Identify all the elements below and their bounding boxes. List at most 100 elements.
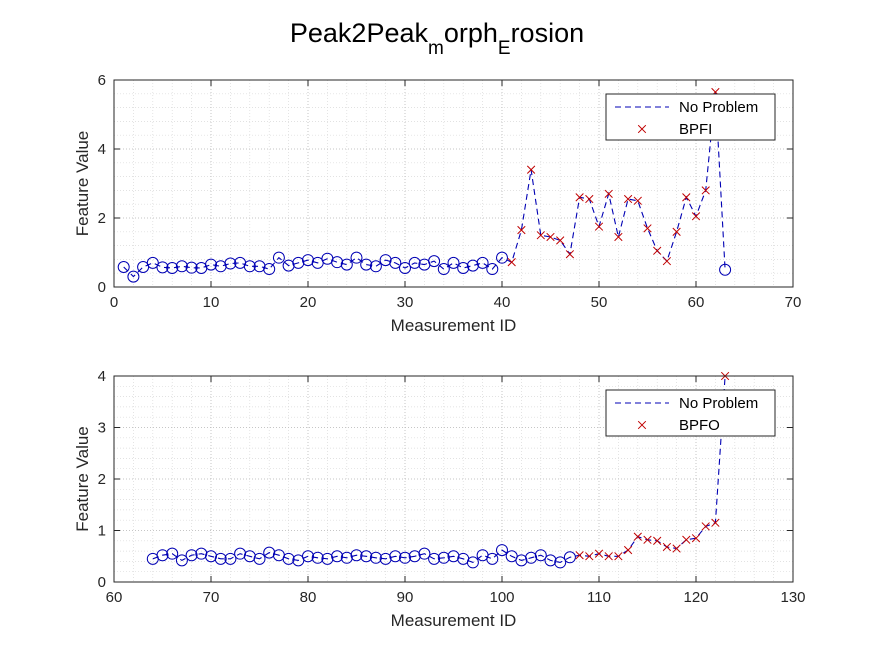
fault-point: [711, 518, 720, 527]
no-problem-point: [428, 255, 441, 268]
x-tick-label: 40: [494, 294, 511, 311]
x-tick-label: 0: [110, 294, 118, 311]
no-problem-point: [447, 550, 460, 563]
x-tick-label: 50: [591, 294, 608, 311]
x-axis-label: Measurement ID: [391, 316, 517, 335]
x-tick-label: 120: [683, 589, 708, 606]
no-problem-point: [195, 547, 208, 560]
no-problem-point: [534, 549, 547, 562]
chart-title: Peak2PeakmorphErosion: [290, 18, 584, 59]
no-problem-line: [123, 92, 726, 278]
no-problem-point: [185, 261, 198, 274]
no-problem-point: [719, 263, 732, 276]
y-tick-label: 0: [98, 279, 106, 296]
no-problem-point: [166, 262, 179, 275]
no-problem-point: [117, 260, 130, 273]
fault-point: [662, 256, 672, 266]
no-problem-point: [350, 251, 363, 264]
no-problem-point: [263, 546, 276, 559]
no-problem-point: [457, 262, 470, 275]
x-tick-label: 90: [397, 589, 414, 606]
title-part: rosion: [511, 18, 585, 48]
legend-x-sample: [637, 124, 647, 134]
no-problem-point: [496, 251, 508, 264]
fault-point: [575, 551, 584, 560]
x-tick-label: 70: [785, 294, 802, 311]
title-subscript: E: [498, 38, 511, 59]
no-problem-point: [224, 552, 237, 565]
fault-point: [604, 189, 613, 199]
fault-point: [623, 545, 633, 555]
fault-point: [614, 552, 623, 561]
no-problem-line: [152, 375, 726, 564]
y-tick-label: 4: [98, 368, 106, 385]
y-tick-label: 2: [98, 471, 106, 488]
no-problem-point: [369, 260, 382, 273]
fault-point: [672, 544, 681, 553]
x-tick-label: 20: [300, 294, 317, 311]
no-problem-point: [340, 551, 353, 564]
x-tick-label: 100: [489, 589, 514, 606]
fault-point: [614, 232, 623, 242]
no-problem-point: [253, 552, 266, 565]
no-problem-point: [466, 556, 479, 569]
x-tick-label: 80: [300, 589, 317, 606]
no-problem-point: [272, 251, 285, 264]
no-problem-point: [544, 554, 557, 567]
fault-point: [682, 193, 691, 202]
no-problem-point: [408, 550, 421, 563]
fault-point: [633, 196, 642, 205]
y-tick-label: 3: [98, 420, 106, 437]
no-problem-point: [311, 551, 324, 564]
no-problem-point: [185, 549, 198, 562]
fault-point: [594, 549, 604, 558]
no-problem-point: [515, 554, 528, 567]
x-tick-label: 10: [203, 294, 220, 311]
no-problem-point: [476, 256, 489, 269]
no-problem-point: [399, 262, 411, 275]
title-part: orph: [444, 18, 498, 48]
no-problem-point: [127, 270, 140, 283]
no-problem-point: [331, 550, 344, 563]
no-problem-point: [156, 261, 169, 274]
no-problem-point: [234, 547, 247, 560]
fault-point: [691, 534, 701, 543]
title-part: Peak2Peak: [290, 18, 429, 48]
y-tick-label: 1: [98, 523, 106, 540]
no-problem-point: [496, 544, 508, 557]
fault-point: [643, 535, 652, 544]
x-axis-label: Measurement ID: [391, 611, 517, 630]
no-problem-point: [408, 256, 421, 269]
no-problem-point: [486, 552, 499, 565]
no-problem-point: [156, 549, 169, 562]
no-problem-point: [146, 256, 159, 269]
no-problem-point: [486, 263, 499, 276]
fault-point: [653, 536, 662, 545]
x-tick-label: 60: [688, 294, 705, 311]
title-subscript: m: [428, 38, 444, 59]
bottom-subplot: 60 70 80 90 100 110 120 130 0 1 2 3 4 Measurement ID F…: [73, 368, 806, 630]
legend-x-sample: [637, 420, 647, 430]
fault-point: [701, 186, 710, 195]
no-problem-point: [205, 258, 217, 271]
legend-label-fault: BPFI: [679, 121, 712, 138]
fault-point: [575, 193, 584, 202]
no-problem-point: [428, 552, 441, 565]
no-problem-point: [340, 258, 353, 271]
fault-point: [585, 194, 594, 204]
y-axis-label: Feature Value: [73, 426, 92, 532]
fault-point: [653, 246, 662, 255]
no-problem-point: [563, 551, 576, 564]
no-problem-point: [379, 552, 392, 565]
x-tick-label: 130: [780, 589, 805, 606]
fault-point: [546, 232, 555, 242]
fault-point: [691, 212, 701, 221]
fault-point: [672, 227, 681, 236]
no-problem-point: [399, 551, 411, 564]
no-problem-point: [389, 550, 402, 563]
no-problem-point: [263, 263, 276, 276]
y-axis-label: Feature Value: [73, 131, 92, 237]
no-problem-point: [389, 256, 402, 269]
x-tick-label: 70: [203, 589, 220, 606]
no-problem-point: [525, 551, 538, 564]
